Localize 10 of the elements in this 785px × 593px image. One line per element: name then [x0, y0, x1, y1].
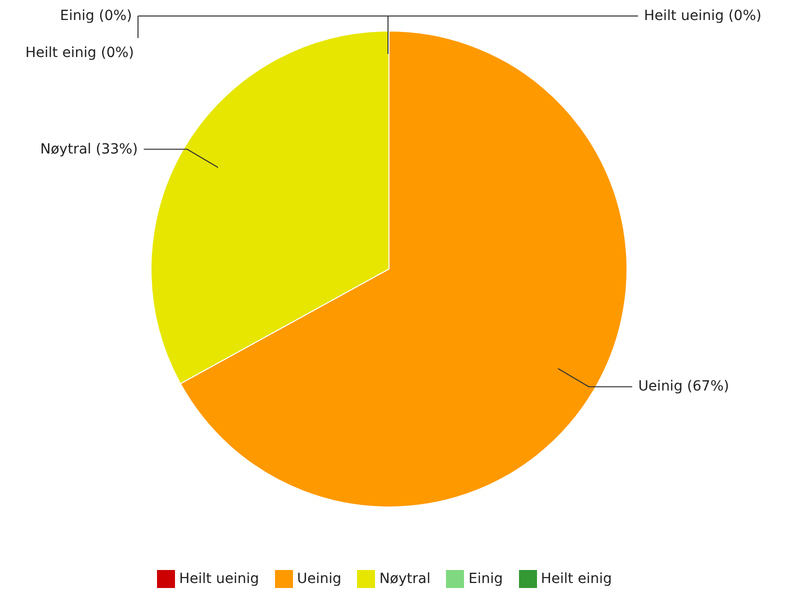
text: Heilt ueinig (0%) — [644, 8, 762, 24]
data-label: Nøytral (33%) — [40, 141, 138, 158]
legend-label: Heilt ueinig — [179, 571, 260, 588]
legend-label: Heilt einig — [540, 571, 612, 588]
legend-label: Ueinig — [297, 571, 342, 588]
text: Einig (0%) — [60, 8, 132, 24]
legend-label: Einig — [468, 571, 503, 588]
text: Heilt einig (0%) — [25, 45, 134, 61]
legend-label: Nøytral — [379, 571, 430, 588]
data-label: Ueinig (67%) — [638, 378, 730, 395]
